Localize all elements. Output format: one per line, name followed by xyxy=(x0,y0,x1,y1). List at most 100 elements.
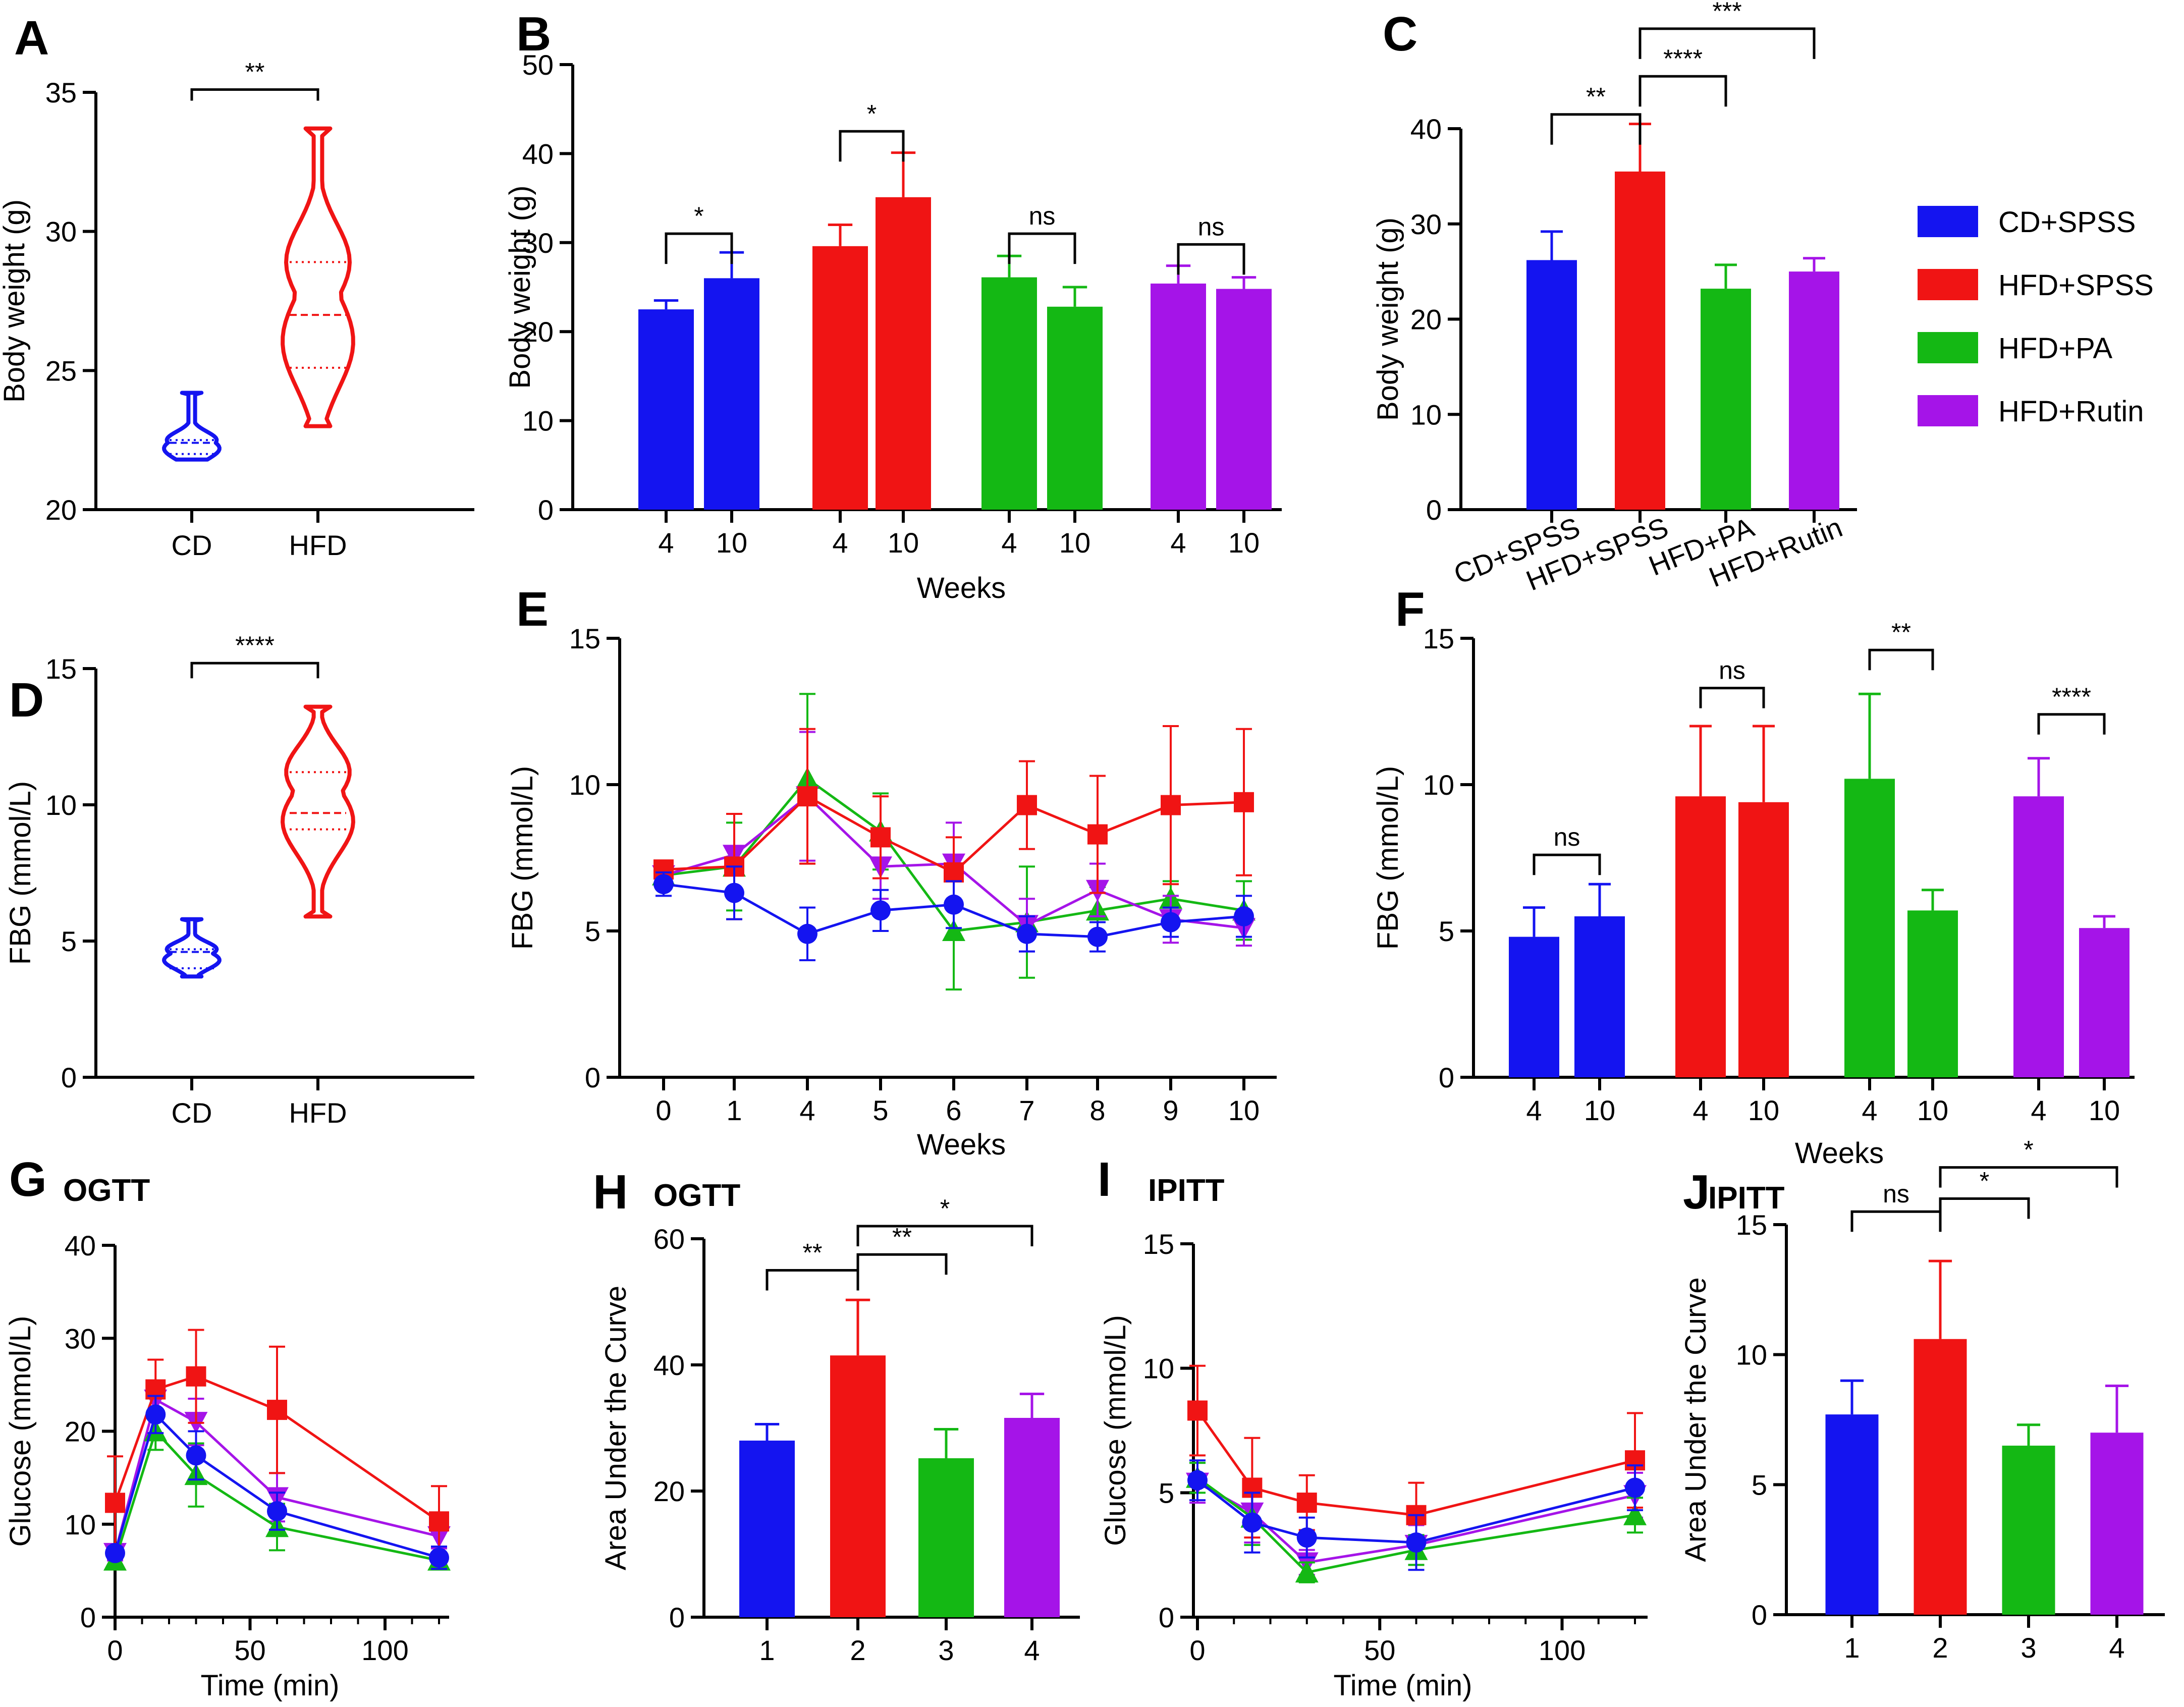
series-hfd xyxy=(105,1329,449,1558)
x-tick-label: 0 xyxy=(656,1094,671,1126)
y-tick-label: 40 xyxy=(522,138,554,170)
marker-circle xyxy=(724,883,744,903)
y-tick-label: 0 xyxy=(1752,1599,1767,1631)
significance-bracket xyxy=(1177,243,1245,275)
y-tick-label: 0 xyxy=(1426,494,1442,526)
y-tick-label: 20 xyxy=(653,1475,685,1507)
bar xyxy=(1914,1339,1967,1615)
x-tick-label: 10 xyxy=(1584,1094,1615,1126)
bar xyxy=(704,278,759,510)
panel-letter: C xyxy=(1383,7,1417,61)
y-tick-label: 5 xyxy=(1752,1469,1767,1501)
bar xyxy=(2013,796,2064,1077)
significance-label: **** xyxy=(235,631,275,659)
y-axis-label: Area Under the Curve xyxy=(1679,1277,1712,1562)
bar xyxy=(830,1355,886,1617)
x-tick-label: 10 xyxy=(1917,1094,1948,1126)
x-tick-label: 6 xyxy=(946,1094,961,1126)
x-tick-label: CD xyxy=(172,529,212,561)
chart-panel-D: D 0 5 10 15 FBG (mmol/L) CD HFD **** xyxy=(4,631,474,1129)
x-tick-label: 3 xyxy=(2021,1632,2036,1664)
y-tick-label: 30 xyxy=(522,227,554,259)
y-tick-label: 15 xyxy=(1736,1209,1767,1241)
y-tick-label: 40 xyxy=(653,1349,685,1381)
y-tick-label: 0 xyxy=(538,494,554,526)
x-tick-label: HFD xyxy=(289,1097,347,1129)
bar xyxy=(1509,937,1559,1077)
panel-letter: H xyxy=(593,1165,628,1219)
bar xyxy=(2079,928,2130,1077)
marker-square xyxy=(1187,1400,1208,1421)
significance-label: **** xyxy=(1663,44,1703,73)
panel-title: IPITT xyxy=(1148,1173,1225,1208)
significance-bracket xyxy=(2037,713,2106,735)
panel-letter: A xyxy=(14,11,49,65)
violin xyxy=(281,126,355,428)
x-axis-label: Weeks xyxy=(917,1128,1006,1161)
y-axis-label: Body weight (g) xyxy=(504,186,536,389)
bar xyxy=(1701,289,1751,510)
bar xyxy=(1789,271,1839,510)
bar xyxy=(981,277,1037,510)
chart-panel-G: G OGTT 0 10 20 30 40 Glucose (mmol/L) 0 50 100 Time… xyxy=(4,1152,451,1702)
legend-swatch-hfd-rutin xyxy=(1918,395,1978,426)
significance-label: ns xyxy=(1554,823,1580,851)
x-tick-label: 2 xyxy=(1932,1632,1948,1664)
significance-bracket xyxy=(1850,1210,1942,1232)
marker-square xyxy=(870,827,891,848)
x-tick-label: 10 xyxy=(716,527,747,559)
y-tick-label: 15 xyxy=(45,653,77,685)
marker-square xyxy=(797,786,817,807)
chart-panel-F: F 0 5 10 15 FBG (mmol/L) 4 10 4 10 4 10 4 10 Weeks ns ns… xyxy=(1372,582,2135,1170)
significance-label: * xyxy=(694,202,703,230)
y-tick-label: 5 xyxy=(61,925,77,957)
significance-bracket xyxy=(1939,1197,2030,1219)
bar xyxy=(1216,289,1272,510)
bar xyxy=(918,1458,974,1617)
y-tick-label: 0 xyxy=(1439,1062,1454,1093)
legend: CD+SPSS HFD+SPSS HFD+PA HFD+Rutin xyxy=(1918,206,2154,428)
y-tick-label: 30 xyxy=(45,216,77,248)
marker-square xyxy=(186,1366,206,1387)
marker-circle xyxy=(1161,912,1181,932)
y-tick-label: 35 xyxy=(45,77,77,108)
y-tick-label: 40 xyxy=(65,1230,96,1261)
marker-circle xyxy=(1406,1532,1427,1553)
bar xyxy=(1738,802,1789,1077)
x-tick-label: 10 xyxy=(1228,527,1260,559)
significance-label: ** xyxy=(1586,83,1606,111)
x-tick-label: 10 xyxy=(2089,1094,2120,1126)
y-tick-label: 0 xyxy=(585,1062,600,1093)
y-tick-label: 15 xyxy=(1143,1228,1174,1260)
significance-bracket xyxy=(190,662,319,679)
x-axis-label: Weeks xyxy=(1795,1137,1884,1170)
y-tick-label: 10 xyxy=(1736,1339,1767,1371)
significance-label: * xyxy=(940,1194,950,1223)
panel-title: OGTT xyxy=(63,1173,150,1208)
x-tick-label: 8 xyxy=(1089,1094,1105,1126)
y-tick-label: 10 xyxy=(1143,1353,1174,1385)
bar xyxy=(638,309,694,510)
series-cd xyxy=(105,1395,449,1570)
x-tick-label: 4 xyxy=(2109,1632,2124,1664)
series-hfd xyxy=(653,725,1254,920)
marker-circle xyxy=(870,900,891,921)
significance-label: * xyxy=(1980,1167,1989,1195)
marker-circle xyxy=(145,1404,166,1425)
panel-letter: B xyxy=(516,7,551,61)
y-tick-label: 20 xyxy=(1410,304,1442,336)
panel-title: OGTT xyxy=(653,1178,740,1213)
legend-label-cd-spss: CD+SPSS xyxy=(1998,206,2136,239)
marker-circle xyxy=(1017,923,1037,944)
significance-bracket xyxy=(665,232,733,264)
y-tick-label: 0 xyxy=(669,1602,685,1633)
panel-letter: J xyxy=(1683,1165,1710,1219)
bar xyxy=(1615,171,1665,510)
y-tick-label: 5 xyxy=(585,915,600,947)
marker-circle xyxy=(429,1548,449,1568)
significance-label: *** xyxy=(1712,0,1741,25)
significance-label: ** xyxy=(803,1239,823,1267)
panel-title: IPITT xyxy=(1708,1181,1785,1216)
